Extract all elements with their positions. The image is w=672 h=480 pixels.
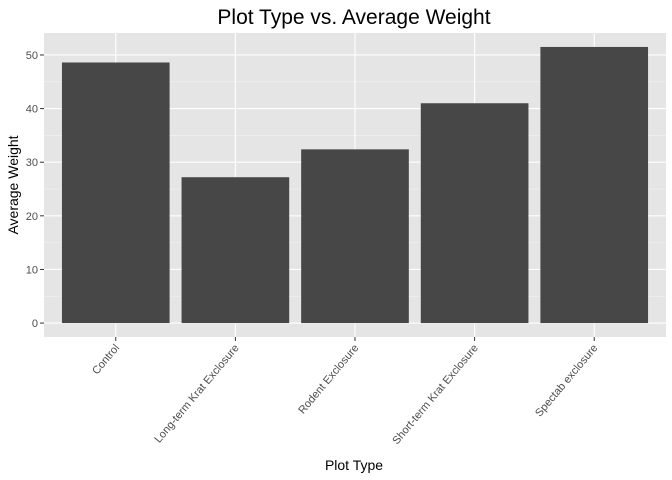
x-axis: Control Long-term Krat Exclosure Rodent Ex… [90,337,601,447]
y-tick-label: 10 [26,264,38,276]
y-tick-label: 0 [32,318,38,330]
y-tick-label: 50 [26,50,38,62]
x-tick-label: Control [90,342,122,377]
bar-spectab-exclosure [540,46,649,324]
x-tick-label: Short-term Krat Exclosure [390,342,481,447]
x-axis-title: Plot Type [325,457,383,473]
x-tick-label: Spectab exclosure [533,342,600,419]
y-axis: 0 10 20 30 40 50 [26,50,44,330]
y-tick-label: 30 [26,157,38,169]
bar-short-term-krat-exclosure [420,103,529,324]
bar-control [61,62,170,324]
y-tick-label: 40 [26,104,38,116]
bar-long-term-krat-exclosure [181,177,290,324]
y-axis-title: Average Weight [5,135,21,234]
bars [61,46,649,324]
x-tick-label: Rodent Exclosure [296,342,361,416]
x-tick-label: Long-term Krat Exclosure [152,342,241,445]
y-tick-label: 20 [26,211,38,223]
chart-title: Plot Type vs. Average Weight [217,6,490,29]
bar-rodent-exclosure [301,149,409,324]
